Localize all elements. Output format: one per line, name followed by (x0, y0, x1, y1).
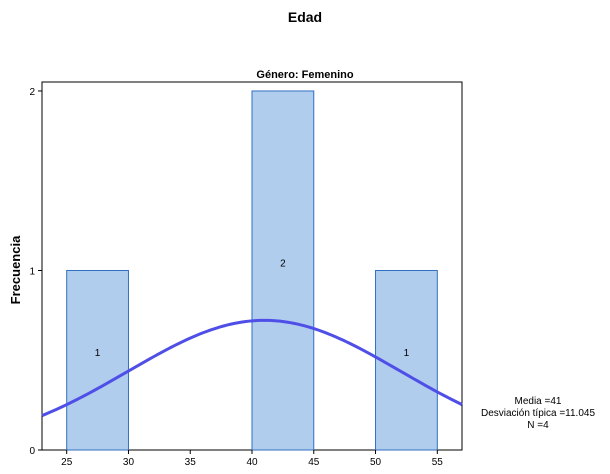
x-tick-label: 30 (123, 457, 135, 468)
histogram-bar (375, 269, 438, 451)
y-tick-label: 1 (29, 266, 35, 277)
histogram-bar (251, 90, 315, 451)
panel-title: Género: Femenino (256, 69, 353, 81)
x-tick-label: 25 (61, 457, 73, 468)
y-axis-label: Frecuencia (8, 235, 23, 304)
chart-title: Edad (288, 9, 322, 25)
bar-count-label: 1 (95, 348, 101, 359)
normal-curve (41, 318, 463, 418)
y-tick-label: 2 (29, 87, 35, 98)
x-tick-label: 50 (370, 457, 382, 468)
stat-mean: Media =41 (515, 396, 562, 407)
y-tick-label: 0 (29, 446, 35, 457)
bar-count-label: 1 (404, 348, 410, 359)
stat-sd: Desviación típica =11.045 (481, 408, 595, 419)
stat-n: N =4 (527, 420, 549, 431)
bar-count-label: 2 (280, 258, 286, 269)
x-tick-label: 35 (185, 457, 197, 468)
histogram-bar (66, 269, 129, 451)
x-tick-label: 40 (246, 457, 258, 468)
x-tick-label: 55 (432, 457, 444, 468)
x-tick-label: 45 (308, 457, 320, 468)
